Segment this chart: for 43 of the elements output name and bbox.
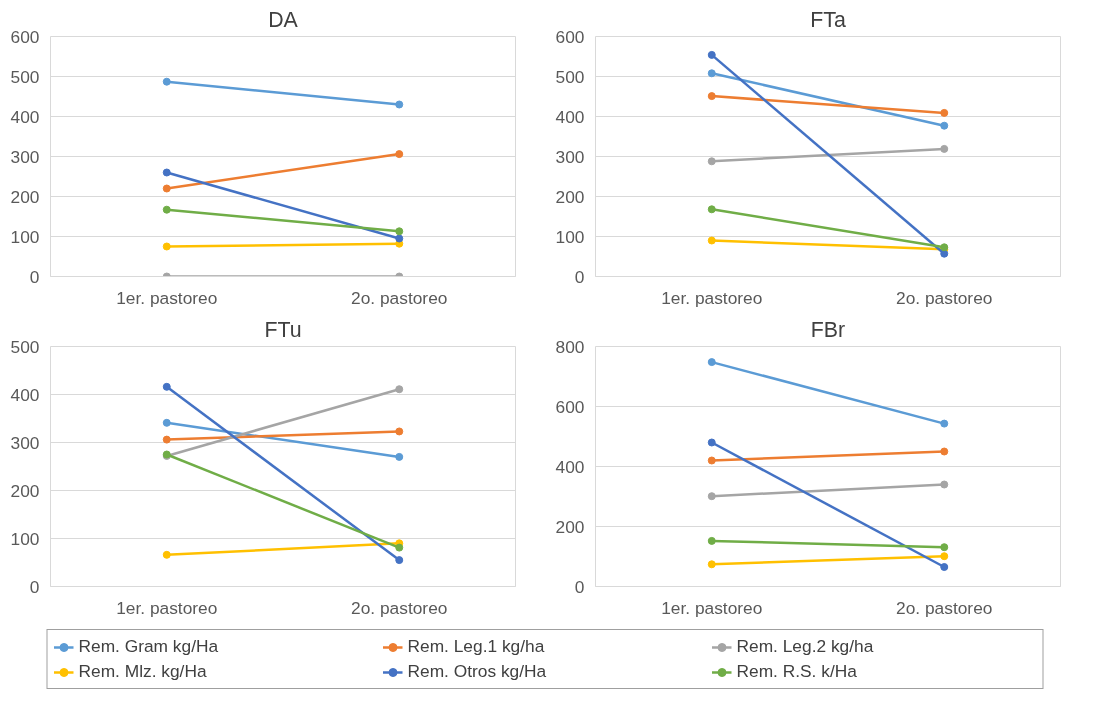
y-tick-label: 0 <box>574 576 585 597</box>
y-tick-label: 100 <box>10 528 40 549</box>
chart-title: FBr <box>810 317 846 342</box>
y-tick-label: 300 <box>555 146 585 167</box>
x-tick-label: 2o. pastoreo <box>896 287 993 308</box>
y-tick-label: 300 <box>10 432 40 453</box>
y-tick-label: 400 <box>10 106 40 127</box>
y-tick-label: 500 <box>10 66 40 87</box>
chart-title: FTa <box>810 7 846 32</box>
x-tick-label: 1er. pastoreo <box>116 287 218 308</box>
x-tick-label: 2o. pastoreo <box>351 287 448 308</box>
legend-label: Rem. Leg.1 kg/ha <box>407 636 546 657</box>
y-tick-label: 200 <box>555 516 585 537</box>
y-tick-label: 500 <box>10 336 40 357</box>
y-tick-label: 500 <box>555 66 585 87</box>
x-tick-label: 2o. pastoreo <box>351 597 448 618</box>
y-tick-label: 400 <box>555 456 585 477</box>
legend-label: Rem. R.S. k/Ha <box>736 661 858 682</box>
y-tick-label: 800 <box>555 336 585 357</box>
legend-label: Rem. Gram kg/Ha <box>78 636 220 657</box>
y-tick-label: 200 <box>555 186 585 207</box>
legend-label: Rem. Otros kg/Ha <box>407 661 548 682</box>
y-tick-label: 600 <box>555 396 585 417</box>
y-tick-label: 600 <box>10 26 40 47</box>
y-tick-label: 0 <box>574 266 585 287</box>
y-tick-label: 0 <box>29 576 40 597</box>
y-tick-label: 400 <box>10 384 40 405</box>
y-tick-label: 400 <box>555 106 585 127</box>
y-tick-label: 0 <box>29 266 40 287</box>
y-tick-label: 100 <box>555 226 585 247</box>
x-tick-label: 2o. pastoreo <box>896 597 993 618</box>
x-tick-label: 1er. pastoreo <box>661 597 763 618</box>
y-tick-label: 200 <box>10 186 40 207</box>
x-tick-label: 1er. pastoreo <box>116 597 218 618</box>
y-tick-label: 200 <box>10 480 40 501</box>
legend-label: Rem. Mlz. kg/Ha <box>78 661 208 682</box>
chart-title: DA <box>268 7 299 32</box>
x-tick-label: 1er. pastoreo <box>661 287 763 308</box>
chart-title: FTu <box>264 317 302 342</box>
y-tick-label: 300 <box>10 146 40 167</box>
legend-label: Rem. Leg.2 kg/ha <box>736 636 875 657</box>
y-tick-label: 600 <box>555 26 585 47</box>
y-tick-label: 100 <box>10 226 40 247</box>
